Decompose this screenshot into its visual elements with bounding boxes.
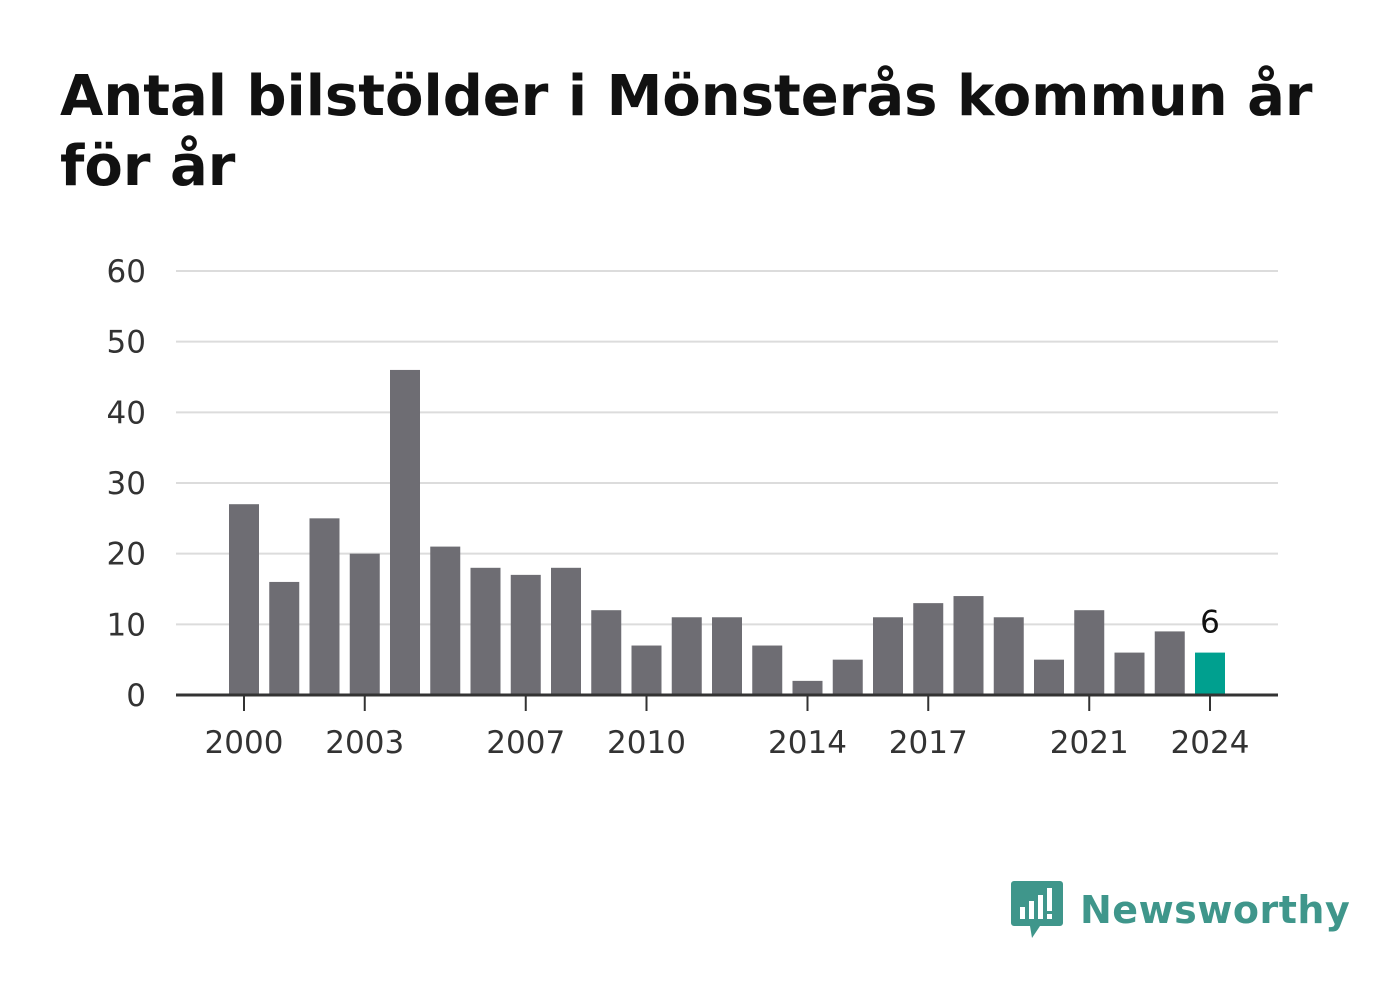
data-label-2024: 6 bbox=[1200, 605, 1220, 641]
chart-title: Antal bilstölder i Mönsterås kommun år f… bbox=[60, 64, 1313, 199]
bar-2022 bbox=[1114, 652, 1145, 695]
x-tick-label-2003: 2003 bbox=[325, 725, 404, 761]
bar-2003 bbox=[349, 553, 380, 695]
bar-2012 bbox=[712, 617, 742, 695]
y-tick-label-30: 30 bbox=[107, 466, 146, 502]
y-tick-label-0: 0 bbox=[126, 678, 146, 714]
bar-2024 bbox=[1195, 652, 1225, 695]
bar-2006 bbox=[470, 567, 501, 695]
bar-2007 bbox=[510, 574, 541, 695]
brand-name: Newsworthy bbox=[1080, 888, 1351, 932]
bar-2016 bbox=[873, 617, 903, 695]
bar-2019 bbox=[993, 617, 1024, 695]
x-tick-label-2007: 2007 bbox=[486, 725, 565, 761]
x-tick-label-2017: 2017 bbox=[889, 725, 968, 761]
bar-2005 bbox=[430, 546, 461, 695]
y-tick-label-10: 10 bbox=[107, 607, 146, 643]
y-tick-label-50: 50 bbox=[107, 325, 146, 361]
gridlines bbox=[176, 270, 1278, 626]
bar-2015 bbox=[832, 659, 863, 695]
x-tick-label-2021: 2021 bbox=[1050, 725, 1129, 761]
bar-2010 bbox=[631, 645, 662, 695]
bar-2002 bbox=[309, 518, 340, 695]
bar-2013 bbox=[752, 645, 783, 695]
labels: 0 10 20 30 40 50 60 6 2000 2003 2007 2010 2014 2017 20… bbox=[107, 254, 1250, 761]
x-tick-label-2010: 2010 bbox=[607, 725, 686, 761]
x-tick-label-2024: 2024 bbox=[1171, 725, 1250, 761]
newsworthy-logo-icon bbox=[1011, 881, 1063, 938]
bar-2011 bbox=[671, 617, 702, 695]
bar-2020 bbox=[1034, 659, 1064, 695]
bar-2009 bbox=[591, 610, 622, 695]
axes bbox=[176, 693, 1278, 711]
y-tick-label-20: 20 bbox=[107, 537, 146, 573]
bar-2004 bbox=[390, 369, 420, 695]
brand-logo: Newsworthy bbox=[1010, 878, 1350, 942]
y-tick-label-40: 40 bbox=[107, 395, 146, 431]
x-tick-label-2000: 2000 bbox=[205, 725, 284, 761]
bars bbox=[229, 369, 1225, 695]
bar-2000 bbox=[229, 504, 259, 695]
bar-2001 bbox=[269, 581, 300, 695]
bar-2014 bbox=[792, 680, 823, 695]
x-tick-label-2014: 2014 bbox=[768, 725, 847, 761]
y-tick-label-60: 60 bbox=[107, 254, 146, 290]
bar-2023 bbox=[1154, 631, 1185, 695]
bar-2017 bbox=[913, 603, 944, 695]
bar-2021 bbox=[1074, 610, 1105, 695]
bar-2008 bbox=[551, 567, 581, 695]
bar-2018 bbox=[953, 596, 984, 695]
